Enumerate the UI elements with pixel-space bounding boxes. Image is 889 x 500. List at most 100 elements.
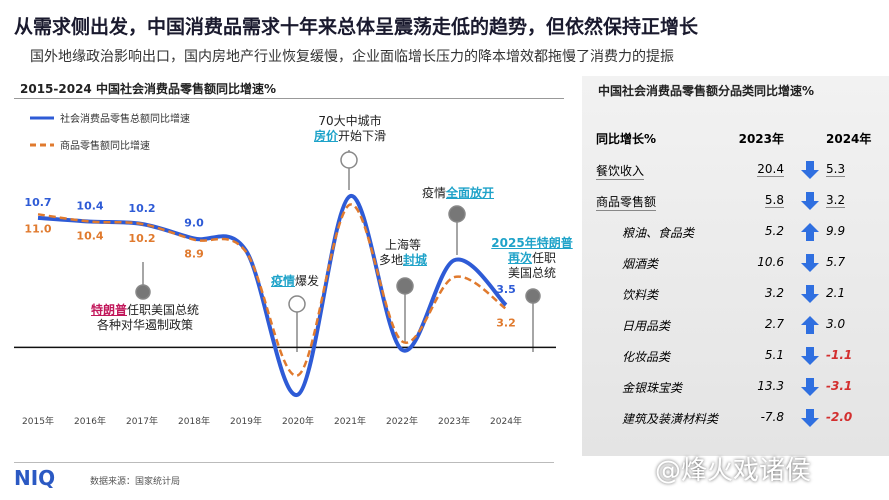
table-row: 餐饮收入 20.4 5.3: [590, 158, 880, 182]
annotation-text: 特朗普: [90, 303, 127, 317]
x-tick-label: 2020年: [282, 415, 314, 427]
annotation-pins: [135, 150, 541, 352]
value-2024: 3.2: [826, 193, 846, 208]
trend-arrow: [801, 223, 819, 241]
annotation-text: 各种对华遏制政策: [96, 318, 193, 332]
annotation-line: 上海等: [368, 238, 438, 253]
category-name: 商品零售额: [596, 195, 657, 211]
annotation: 疫情爆发: [260, 274, 330, 289]
value-2024: -2.0: [826, 410, 853, 424]
annotation: 70大中城市 房价开始下滑: [305, 114, 395, 144]
title: 从需求侧出发，中国消费品需求十年来总体呈震荡走低的趋势，但依然保持正增长: [14, 16, 699, 38]
arrow-shape: [801, 316, 819, 334]
annotation-text: 70大中城市: [318, 114, 382, 128]
arrow-shape: [801, 254, 819, 272]
data-label: 9.0: [184, 217, 204, 230]
value-2024: 3.0: [826, 317, 846, 331]
data-label: 8.9: [184, 248, 204, 261]
value-2024: 5.7: [826, 255, 846, 269]
annotation-line: 多地封城: [368, 253, 438, 268]
table-row: 日用品类 2.7 3.0: [590, 313, 880, 337]
annotation-text: 再次: [507, 251, 532, 265]
category-name: 饮料类: [622, 288, 659, 302]
watermark: @烽火戏诸侯: [655, 456, 812, 486]
table-row: 商品零售额 5.8 3.2: [590, 189, 880, 213]
logo: NIQ: [14, 466, 56, 490]
trend-arrow: [801, 347, 819, 365]
x-tick-label: 2017年: [126, 415, 158, 427]
annotation-line: 再次任职: [482, 251, 582, 266]
data-label: 3.2: [496, 317, 516, 330]
source: 数据来源：国家统计局: [90, 477, 181, 487]
category-name: 金银珠宝类: [622, 381, 683, 395]
trend-arrow: [801, 378, 819, 396]
x-tick-label: 2022年: [386, 415, 418, 427]
arrow-shape: [801, 161, 819, 179]
trend-arrow: [801, 192, 819, 210]
annotation-line: 70大中城市: [305, 114, 395, 129]
trend-arrow: [801, 254, 819, 272]
value-2024: -3.1: [826, 379, 853, 393]
annotation-text: 多地: [378, 253, 403, 267]
value-2024: -1.1: [826, 348, 853, 362]
annotation-line: 特朗普任职美国总统: [80, 303, 210, 318]
data-label: 11.0: [24, 222, 51, 235]
trend-arrow: [801, 316, 819, 334]
data-label: 3.5: [496, 283, 516, 296]
x-tick-label: 2016年: [74, 415, 106, 427]
arrow-shape: [801, 192, 819, 210]
arrow-shape: [801, 347, 819, 365]
divider: [14, 462, 554, 463]
arrow-shape: [801, 223, 819, 241]
x-tick-label: 2021年: [334, 415, 366, 427]
data-label: 10.2: [128, 202, 155, 215]
category-name: 建筑及装潢材料类: [622, 412, 719, 426]
category-name: 化妆品类: [622, 350, 671, 364]
data-label: 10.4: [76, 230, 103, 243]
trend-arrow: [801, 285, 819, 303]
table-row: 粮油、食品类 5.2 9.9: [590, 220, 880, 244]
data-label: 10.7: [24, 196, 51, 209]
legend-label: 社会消费品零售总额同比增速: [60, 112, 190, 125]
annotation-line: 房价开始下滑: [305, 129, 395, 144]
x-tick-label: 2018年: [178, 415, 210, 427]
annotation-line: 美国总统: [482, 266, 582, 281]
annotation-text: 爆发: [295, 274, 320, 288]
legend-label: 商品零售额同比增速: [60, 139, 150, 152]
annotation-line: 疫情全面放开: [412, 186, 504, 201]
table-panel: [582, 76, 889, 456]
data-label: 10.2: [128, 232, 155, 245]
annotation: 上海等 多地封城: [368, 238, 438, 268]
annotation: 2025年特朗普 再次任职 美国总统: [482, 236, 582, 281]
subtitle: 国外地缘政治影响出口，国内房地产行业恢复缓慢，企业面临增长压力的降本增效都拖慢了…: [30, 49, 674, 65]
annotation-line: 各种对华遏制政策: [80, 318, 210, 333]
category-name: 餐饮收入: [596, 164, 645, 180]
annotation-text: 全面放开: [446, 186, 495, 200]
series-line: [37, 194, 508, 397]
x-tick-label: 2024年: [490, 415, 522, 427]
trend-arrow: [801, 161, 819, 179]
value-2023: -7.8: [760, 410, 784, 424]
annotation-text: 房价: [313, 129, 338, 143]
data-label: 10.4: [76, 200, 103, 213]
divider: [14, 98, 564, 99]
annotation-text: 任职: [532, 251, 557, 265]
annotation-line: 疫情爆发: [260, 274, 330, 289]
annotation-text: 疫情: [421, 186, 446, 200]
annotation-text: 上海等: [384, 238, 421, 252]
table-row: 金银珠宝类 13.3 -3.1: [590, 375, 880, 399]
value-2023: 5.2: [764, 224, 784, 238]
header-cell: 2024年: [826, 132, 872, 146]
x-tick-label: 2015年: [22, 415, 54, 427]
table-row: 化妆品类 5.1 -1.1: [590, 344, 880, 368]
value-2023: 5.1: [764, 348, 784, 362]
value-2023: 5.8: [764, 193, 784, 208]
arrow-shape: [801, 409, 819, 427]
annotation-text: 开始下滑: [338, 129, 387, 143]
annotation-text: 封城: [403, 253, 428, 267]
category-name: 烟酒类: [622, 257, 659, 271]
value-2023: 2.7: [764, 317, 784, 331]
value-2023: 3.2: [764, 286, 784, 300]
table-title: 中国社会消费品零售额分品类同比增速%: [598, 84, 815, 98]
